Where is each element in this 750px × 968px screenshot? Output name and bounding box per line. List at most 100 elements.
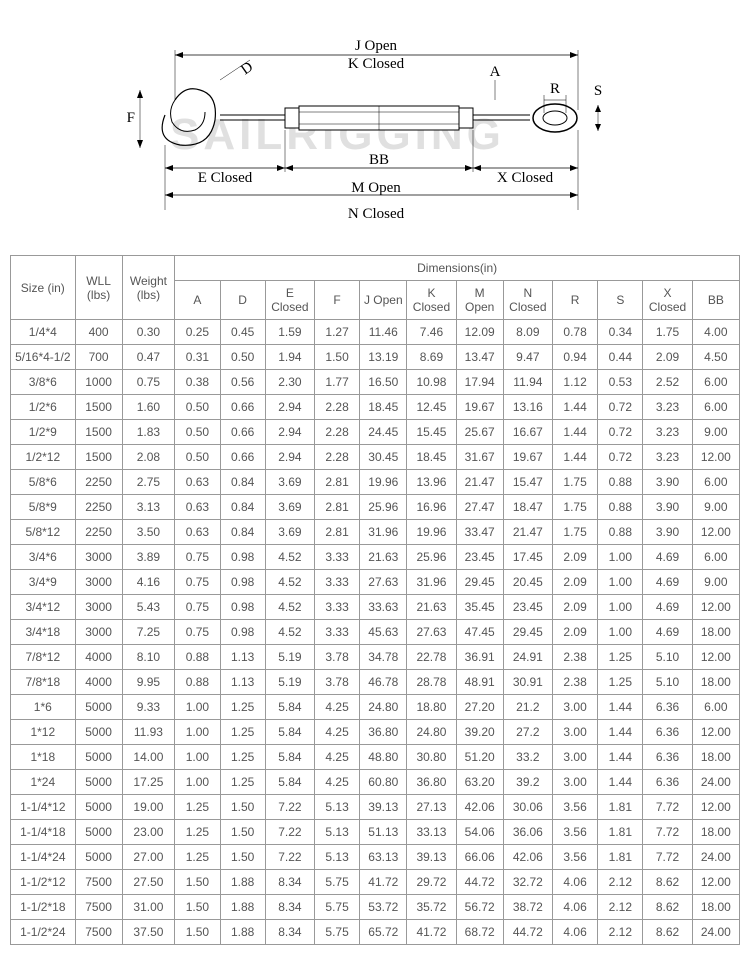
table-cell: 1.83 (122, 420, 175, 445)
table-cell: 30.91 (503, 670, 552, 695)
table-cell: 27.20 (456, 695, 503, 720)
table-cell: 9.33 (122, 695, 175, 720)
table-row: 1-1/2*18750031.001.501.888.345.7553.7235… (11, 895, 740, 920)
table-cell: 10.98 (407, 370, 456, 395)
table-cell: 13.19 (360, 345, 407, 370)
table-cell: 1-1/4*12 (11, 795, 76, 820)
table-cell: 25.96 (360, 495, 407, 520)
table-cell: 0.84 (220, 470, 265, 495)
table-cell: 1.75 (552, 520, 597, 545)
table-cell: 3.78 (314, 645, 359, 670)
table-cell: 1.88 (220, 870, 265, 895)
table-cell: 0.50 (175, 445, 220, 470)
table-cell: 21.2 (503, 695, 552, 720)
table-cell: 7.22 (265, 845, 314, 870)
table-row: 5/8*922503.130.630.843.692.8125.9616.962… (11, 495, 740, 520)
table-cell: 12.00 (692, 445, 739, 470)
table-cell: 5.75 (314, 920, 359, 945)
table-cell: 5000 (75, 770, 122, 795)
table-cell: 6.36 (643, 720, 692, 745)
table-cell: 0.88 (598, 520, 643, 545)
table-cell: 29.72 (407, 870, 456, 895)
table-cell: 12.00 (692, 645, 739, 670)
table-cell: 16.50 (360, 370, 407, 395)
table-cell: 3.90 (643, 470, 692, 495)
table-cell: 0.50 (220, 345, 265, 370)
table-cell: 35.45 (456, 595, 503, 620)
table-cell: 63.13 (360, 845, 407, 870)
header-d: D (220, 281, 265, 320)
table-cell: 5.19 (265, 645, 314, 670)
header-x: X Closed (643, 281, 692, 320)
table-cell: 1.44 (598, 695, 643, 720)
table-cell: 3/4*18 (11, 620, 76, 645)
table-cell: 2.12 (598, 870, 643, 895)
table-row: 1*650009.331.001.255.844.2524.8018.8027.… (11, 695, 740, 720)
label-j-open: J Open (355, 38, 398, 54)
table-cell: 1.00 (175, 770, 220, 795)
table-cell: 11.93 (122, 720, 175, 745)
table-cell: 2250 (75, 520, 122, 545)
table-cell: 18.45 (360, 395, 407, 420)
table-cell: 18.00 (692, 895, 739, 920)
table-cell: 3.33 (314, 595, 359, 620)
table-cell: 0.63 (175, 470, 220, 495)
table-cell: 1*24 (11, 770, 76, 795)
table-cell: 19.00 (122, 795, 175, 820)
table-cell: 3000 (75, 595, 122, 620)
table-cell: 8.69 (407, 345, 456, 370)
table-cell: 1.44 (552, 395, 597, 420)
table-cell: 1*18 (11, 745, 76, 770)
table-cell: 5/16*4-1/2 (11, 345, 76, 370)
table-cell: 6.00 (692, 470, 739, 495)
table-cell: 2.28 (314, 445, 359, 470)
table-cell: 0.63 (175, 495, 220, 520)
table-cell: 39.2 (503, 770, 552, 795)
table-cell: 33.2 (503, 745, 552, 770)
table-cell: 3.90 (643, 520, 692, 545)
table-cell: 27.50 (122, 870, 175, 895)
table-cell: 0.47 (122, 345, 175, 370)
table-cell: 15.47 (503, 470, 552, 495)
table-cell: 1.00 (598, 570, 643, 595)
table-cell: 8.62 (643, 870, 692, 895)
table-cell: 27.63 (360, 570, 407, 595)
table-cell: 36.80 (407, 770, 456, 795)
table-cell: 0.34 (598, 320, 643, 345)
table-cell: 2.12 (598, 920, 643, 945)
table-cell: 1.00 (598, 595, 643, 620)
table-row: 1-1/2*24750037.501.501.888.345.7565.7241… (11, 920, 740, 945)
table-cell: 4.52 (265, 620, 314, 645)
table-cell: 18.00 (692, 820, 739, 845)
table-cell: 19.96 (407, 520, 456, 545)
label-m-open: M Open (351, 180, 401, 196)
table-cell: 1.81 (598, 845, 643, 870)
table-cell: 3.00 (552, 745, 597, 770)
table-cell: 47.45 (456, 620, 503, 645)
table-cell: 1.81 (598, 820, 643, 845)
table-cell: 5.13 (314, 845, 359, 870)
table-cell: 0.72 (598, 445, 643, 470)
table-cell: 5.13 (314, 820, 359, 845)
table-cell: 0.84 (220, 520, 265, 545)
table-cell: 0.66 (220, 445, 265, 470)
table-cell: 41.72 (360, 870, 407, 895)
table-cell: 5.75 (314, 870, 359, 895)
table-cell: 24.00 (692, 920, 739, 945)
table-cell: 3.56 (552, 795, 597, 820)
table-cell: 0.75 (175, 595, 220, 620)
table-row: 3/4*630003.890.750.984.523.3321.6325.962… (11, 545, 740, 570)
table-cell: 21.63 (360, 545, 407, 570)
table-cell: 27.63 (407, 620, 456, 645)
table-cell: 2.09 (552, 570, 597, 595)
table-cell: 1-1/2*12 (11, 870, 76, 895)
table-cell: 23.45 (456, 545, 503, 570)
table-row: 1*24500017.251.001.255.844.2560.8036.806… (11, 770, 740, 795)
table-cell: 1.25 (598, 670, 643, 695)
label-s: S (594, 83, 602, 99)
header-n: N Closed (503, 281, 552, 320)
table-cell: 3.23 (643, 395, 692, 420)
table-cell: 2.81 (314, 470, 359, 495)
table-row: 1*12500011.931.001.255.844.2536.8024.803… (11, 720, 740, 745)
table-cell: 0.44 (598, 345, 643, 370)
